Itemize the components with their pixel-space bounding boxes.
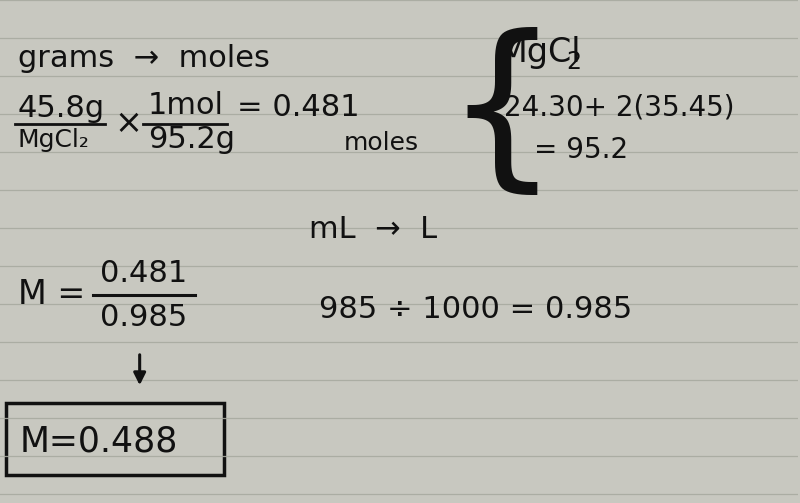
Text: M=0.488: M=0.488 xyxy=(20,425,178,459)
Text: 0.481: 0.481 xyxy=(100,259,187,288)
Text: MgCl: MgCl xyxy=(499,36,582,68)
Text: moles: moles xyxy=(344,131,419,155)
Text: ×: × xyxy=(114,108,142,140)
Text: {: { xyxy=(444,27,559,203)
Text: 45.8g: 45.8g xyxy=(18,94,105,123)
Text: 1mol: 1mol xyxy=(148,91,224,120)
Text: 0.985: 0.985 xyxy=(100,303,187,332)
Text: 985 ÷ 1000 = 0.985: 985 ÷ 1000 = 0.985 xyxy=(319,295,633,324)
Text: grams  →  moles: grams → moles xyxy=(18,43,270,72)
Text: = 95.2: = 95.2 xyxy=(534,136,628,164)
Text: = 0.481: = 0.481 xyxy=(238,93,360,122)
Text: 2: 2 xyxy=(566,50,582,74)
Text: 24.30+ 2(35.45): 24.30+ 2(35.45) xyxy=(504,93,734,121)
Text: 95.2g: 95.2g xyxy=(148,126,234,154)
Text: MgCl₂: MgCl₂ xyxy=(18,128,90,152)
Text: mL  →  L: mL → L xyxy=(310,215,438,244)
Text: M =: M = xyxy=(18,279,86,311)
FancyBboxPatch shape xyxy=(6,403,225,475)
